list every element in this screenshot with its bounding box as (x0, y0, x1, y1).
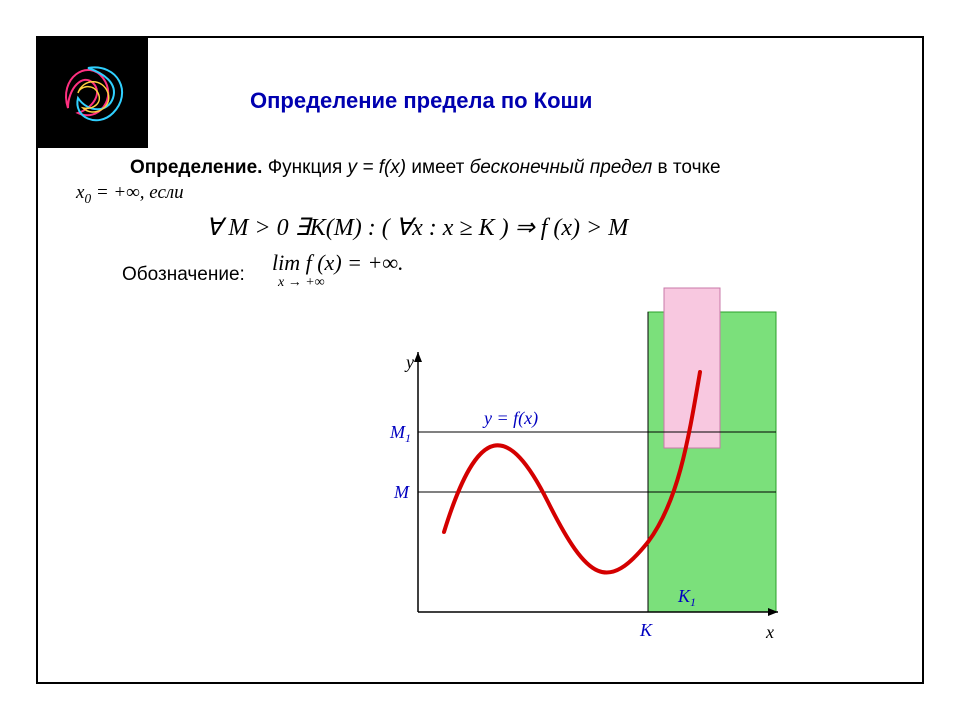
definition-text-before: Функция (262, 157, 347, 178)
label-K: К (639, 620, 653, 640)
chart-area: yxM1MКК1y = f(x) (348, 292, 808, 676)
slide-title: Определение предела по Коши (250, 88, 592, 114)
label-yfx: y = f(x) (482, 408, 538, 429)
label-M: M (393, 482, 410, 502)
notation-lim-top: lim f (x) = +∞. (272, 250, 404, 275)
definition-line: Определение. Функция y = f(x) имеет беск… (130, 156, 892, 181)
logo-icon (38, 38, 148, 148)
main-formula: ∀ M > 0 ∃K(M) : ( ∀x : x ≥ K ) ⇒ f (x) >… (206, 213, 628, 242)
notation-label: Обозначение: (122, 264, 245, 286)
definition-label: Определение. (130, 157, 262, 178)
definition-text-mid: имеет (406, 157, 469, 178)
label-y: y (404, 352, 414, 372)
definition-func: y = f(x) (348, 157, 407, 178)
definition-text-after: в точке (652, 157, 720, 178)
notation-lim-sub: x → +∞ (278, 276, 404, 290)
slide: Определение предела по Коши Определение.… (0, 0, 960, 720)
slide-frame: Определение предела по Коши Определение.… (36, 36, 924, 684)
notation-formula: lim f (x) = +∞. x → +∞ (272, 252, 404, 290)
formula-text: ∀ M > 0 ∃K(M) : ( ∀x : x ≥ K ) ⇒ f (x) >… (206, 215, 628, 241)
y-axis (414, 352, 422, 612)
definition-line2: x0 = +∞, если (76, 182, 184, 207)
definition-emph: бесконечный предел (470, 157, 653, 178)
label-x: x (765, 622, 774, 642)
label-M1: M1 (389, 422, 411, 445)
